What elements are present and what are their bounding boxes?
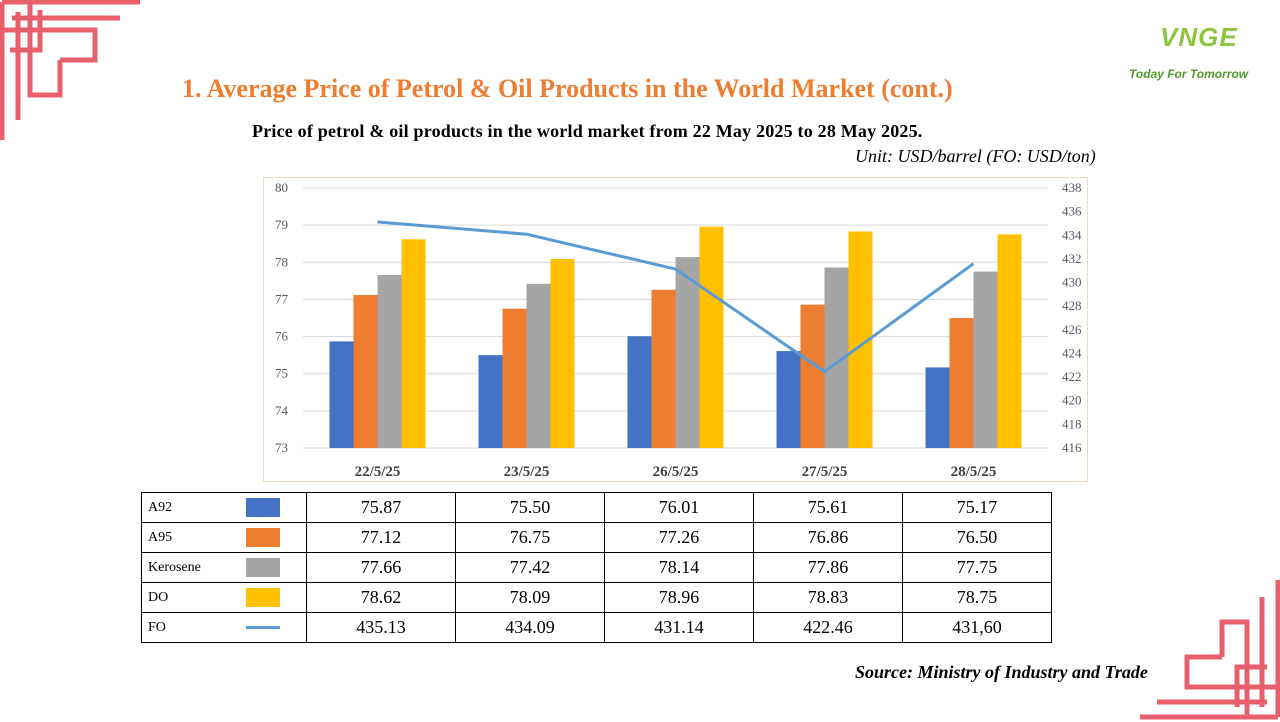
table-cell: 77.42	[455, 552, 605, 583]
table-cell: 77.66	[306, 552, 456, 583]
bar-do	[997, 234, 1022, 448]
y-tick-label: 76	[275, 329, 289, 344]
table-cell: 76.86	[753, 522, 903, 553]
table-cell: 78.75	[902, 582, 1052, 613]
y2-tick-label: 432	[1062, 251, 1082, 266]
y2-tick-label: 434	[1062, 227, 1082, 242]
table-cell: 77.86	[753, 552, 903, 583]
table-cell: 78.83	[753, 582, 903, 613]
table-cell: 78.62	[306, 582, 456, 613]
table-cell: 75.50	[455, 492, 605, 523]
bar-a92	[627, 336, 652, 448]
table-cell: 77.12	[306, 522, 456, 553]
bar-a95	[949, 318, 974, 448]
x-tick-label: 28/5/25	[951, 464, 997, 480]
table-cell: 76.50	[902, 522, 1052, 553]
table-cell: 434.09	[455, 612, 605, 643]
x-tick-label: 27/5/25	[802, 464, 848, 480]
x-tick-label: 23/5/25	[504, 464, 550, 480]
table-cell: 75.17	[902, 492, 1052, 523]
y-tick-label: 80	[275, 180, 288, 195]
table-cell: 78.14	[604, 552, 754, 583]
logo: VNGE	[1160, 22, 1238, 52]
legend-swatch-a95	[246, 528, 280, 547]
table-row: A95 77.12 76.75 77.26 76.86 76.50	[141, 522, 1052, 553]
legend-swatch-a92	[246, 498, 280, 517]
y2-tick-label: 416	[1062, 440, 1082, 455]
legend-swatch-do	[246, 588, 280, 607]
bar-a92	[776, 351, 801, 448]
y2-tick-label: 422	[1062, 369, 1082, 384]
y2-tick-label: 418	[1062, 416, 1082, 431]
table-cell: 422.46	[753, 612, 903, 643]
x-tick-label: 22/5/25	[355, 464, 401, 480]
y2-tick-label: 428	[1062, 298, 1082, 313]
table-cell: 75.61	[753, 492, 903, 523]
data-table: A92 75.87 75.50 76.01 75.61 75.17 A95 77.12 76.7…	[141, 492, 1052, 643]
legend-swatch-cell	[246, 582, 307, 613]
bar-do	[699, 226, 724, 448]
corner-ornament-top-left	[0, 0, 140, 140]
line-fo	[377, 220, 975, 374]
table-cell: 431,60	[902, 612, 1052, 643]
table-cell: 75.87	[306, 492, 456, 523]
table-cell: 76.01	[604, 492, 754, 523]
y-tick-label: 77	[275, 291, 289, 306]
bar-a95	[800, 304, 825, 448]
y2-tick-label: 420	[1062, 393, 1082, 408]
table-cell: 76.75	[455, 522, 605, 553]
table-cell: 78.96	[604, 582, 754, 613]
legend-swatch-kerosene	[246, 558, 280, 577]
legend-swatch-cell	[246, 492, 307, 523]
price-chart: 73 74 75 76 77 78 79 80 416 418 420 422 424 426 428 430…	[275, 180, 1082, 480]
bar-a95	[353, 294, 378, 448]
y-tick-label: 78	[275, 254, 288, 269]
source-note: Source: Ministry of Industry and Trade	[855, 662, 1148, 682]
table-cell: 77.26	[604, 522, 754, 553]
page-title: 1. Average Price of Petrol & Oil Product…	[182, 74, 953, 103]
y-tick-label: 75	[275, 366, 288, 381]
table-row: DO 78.62 78.09 78.96 78.83 78.75	[141, 582, 1052, 613]
row-label: DO	[141, 582, 246, 613]
corner-ornament-bottom-right	[1140, 580, 1280, 720]
x-tick-label: 26/5/25	[653, 464, 699, 480]
table-cell: 435.13	[306, 612, 456, 643]
bar-a95	[502, 308, 527, 448]
row-label: A95	[141, 522, 246, 553]
row-label: Kerosene	[141, 552, 246, 583]
y-tick-label: 73	[275, 440, 288, 455]
y-tick-label: 74	[275, 403, 289, 418]
table-cell: 78.09	[455, 582, 605, 613]
bar-kerosene	[973, 271, 998, 448]
logo-slogan: Today For Tomorrow	[1129, 67, 1249, 81]
bar-do	[550, 258, 575, 448]
bar-a92	[329, 341, 354, 448]
bar-kerosene	[675, 257, 700, 448]
table-row: A92 75.87 75.50 76.01 75.61 75.17	[141, 492, 1052, 523]
y2-tick-label: 436	[1062, 204, 1082, 219]
y2-tick-label: 424	[1062, 345, 1082, 360]
table-row: FO 435.13 434.09 431.14 422.46 431,60	[141, 612, 1052, 643]
bar-a92	[925, 367, 950, 448]
legend-swatch-cell	[246, 612, 307, 643]
chart-subtitle: Price of petrol & oil products in the wo…	[252, 121, 923, 141]
row-label: FO	[141, 612, 246, 643]
table-cell: 77.75	[902, 552, 1052, 583]
bar-do	[401, 239, 426, 448]
y2-tick-label: 438	[1062, 180, 1082, 195]
table-cell: 431.14	[604, 612, 754, 643]
bar-kerosene	[526, 283, 551, 448]
y2-tick-label: 426	[1062, 322, 1082, 337]
y2-tick-label: 430	[1062, 275, 1082, 290]
legend-swatch-cell	[246, 552, 307, 583]
bar-kerosene	[377, 274, 402, 448]
legend-swatch-cell	[246, 522, 307, 553]
unit-label: Unit: USD/barrel (FO: USD/ton)	[855, 146, 1096, 166]
table-row: Kerosene 77.66 77.42 78.14 77.86 77.75	[141, 552, 1052, 583]
y-tick-label: 79	[275, 217, 288, 232]
row-label: A92	[141, 492, 246, 523]
legend-swatch-fo	[246, 626, 280, 630]
bar-a95	[651, 289, 676, 448]
bar-a92	[478, 355, 503, 448]
